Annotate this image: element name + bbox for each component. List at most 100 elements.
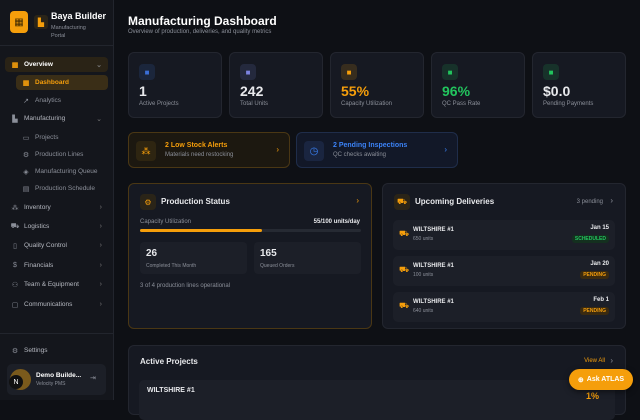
sidebar-item-quality-control[interactable]: ▯ Quality Control ›	[5, 238, 108, 253]
gear-icon: ⚙	[22, 151, 30, 159]
chevron-right-icon[interactable]: ›	[356, 196, 359, 205]
stat-card: ■ 1 Active Projects	[128, 52, 222, 118]
stat-card: ■ 55% Capacity Utilization	[330, 52, 424, 118]
card-title: Production Status	[161, 197, 230, 206]
truck-icon: ⛟	[10, 223, 20, 230]
alert-title: 2 Pending Inspections	[333, 142, 408, 149]
sidebar-item-communications[interactable]: ▢ Communications ›	[11, 301, 102, 309]
chevron-right-icon: ›	[444, 145, 447, 154]
stat-value: 242	[240, 83, 264, 99]
stat-icon: ■	[240, 64, 256, 80]
box-icon: ◈	[23, 168, 29, 176]
stat-card: ■ 242 Total Units	[229, 52, 323, 118]
users-icon: ⚇	[11, 281, 19, 289]
user-card[interactable]: N Demo Builde... Velocity PMS ⇥	[7, 364, 106, 395]
trend-icon: ↗	[23, 97, 29, 105]
project-row[interactable]: WILTSHIRE #1 1%	[139, 380, 615, 420]
delivery-row[interactable]: ⛟ WILTSHIRE #1 100 units Jan 20 PENDING	[393, 256, 615, 286]
stat-icon: ■	[543, 64, 559, 80]
truck-icon: ⛟	[394, 194, 410, 210]
view-all-link[interactable]: View All	[584, 358, 605, 364]
active-projects-card: Active Projects View All › WILTSHIRE #1 …	[128, 345, 626, 420]
stat-card: ■ $0.0 Pending Payments	[532, 52, 626, 118]
sidebar-item-logistics[interactable]: ⛟ Logistics ›	[10, 223, 102, 230]
boxes-icon: ⁂	[136, 141, 156, 161]
stat-label: Pending Payments	[543, 101, 594, 107]
delivery-row[interactable]: ⛟ WILTSHIRE #1 650 units Jan 15 SCHEDULE…	[393, 220, 615, 250]
app-logo: ▦	[10, 11, 28, 33]
alert-desc: QC checks awaiting	[333, 152, 387, 158]
sidebar-item-manufacturing-queue[interactable]: ◈ Manufacturing Queue	[16, 164, 108, 179]
stat-value: $0.0	[543, 83, 571, 99]
stat-value: 55%	[341, 83, 370, 99]
settings-link[interactable]: ⚙ Settings	[11, 347, 48, 355]
gear-icon: ⚙	[140, 194, 156, 210]
sidebar-item-production-lines[interactable]: ⚙ Production Lines	[22, 151, 84, 159]
stat-label: Active Projects	[139, 101, 179, 107]
sidebar-item-production-schedule[interactable]: ▤ Production Schedule	[22, 185, 95, 193]
stat-card: ■ 96% QC Pass Rate	[431, 52, 525, 118]
sidebar-item-analytics[interactable]: ↗ Analytics	[16, 93, 108, 108]
alert-desc: Materials need restocking	[165, 152, 234, 158]
logout-icon[interactable]: ⇥	[90, 375, 96, 382]
lines-status: 3 of 4 production lines operational	[140, 283, 231, 289]
stat-value: 1	[139, 83, 147, 99]
upcoming-deliveries-card: ⛟ Upcoming Deliveries 3 pending › ⛟ WILT…	[382, 183, 626, 329]
stat-label: Total Units	[240, 101, 269, 107]
sidebar-item-dashboard[interactable]: ▦ Dashboard	[16, 75, 108, 90]
chevron-down-icon: ⌄	[96, 115, 102, 123]
grid-icon: ▦	[22, 79, 30, 87]
card-title: Upcoming Deliveries	[415, 197, 495, 206]
truck-icon: ⛟	[399, 301, 410, 310]
stat-label: QC Pass Rate	[442, 101, 481, 107]
chevron-right-icon: ›	[99, 223, 102, 230]
stat-value: 96%	[442, 83, 471, 99]
folder-icon: ▭	[22, 134, 30, 142]
chat-icon: ▢	[11, 301, 19, 309]
clock-icon: ◷	[304, 141, 324, 161]
dollar-icon: $	[13, 262, 17, 269]
card-title: Active Projects	[140, 357, 198, 366]
stat-icon: ■	[139, 64, 155, 80]
ask-atlas-button[interactable]: ⊕ Ask ATLAS	[569, 369, 633, 390]
status-badge: PENDING	[580, 271, 609, 279]
sidebar: ▦ ▙ Baya Builder Manufacturing Portal ▦ O…	[0, 0, 114, 400]
sidebar-item-projects[interactable]: ▭ Projects	[22, 134, 59, 142]
capacity-value: 55/100 units/day	[313, 219, 360, 225]
low-stock-alert[interactable]: ⁂ 2 Low Stock Alerts Materials need rest…	[128, 132, 290, 168]
chevron-right-icon: ›	[99, 242, 102, 249]
calendar-icon: ▤	[22, 185, 30, 193]
alert-title: 2 Low Stock Alerts	[165, 142, 228, 149]
brand-name: Baya Builder	[51, 11, 107, 21]
truck-icon: ⛟	[399, 265, 410, 274]
user-name: Demo Builde...	[36, 372, 82, 379]
delivery-row[interactable]: ⛟ WILTSHIRE #1 640 units Feb 1 PENDING	[393, 292, 615, 322]
sidebar-item-financials[interactable]: $ Financials ›	[5, 258, 108, 273]
stat-label: Capacity Utilization	[341, 101, 393, 107]
capacity-progress-bar	[140, 229, 361, 232]
sidebar-item-team-equipment[interactable]: ⚇ Team & Equipment ›	[11, 281, 102, 289]
factory-icon: ▙	[34, 15, 48, 29]
chevron-right-icon[interactable]: ›	[610, 196, 613, 205]
stat-icon: ■	[442, 64, 458, 80]
completed-stat: 26 Completed This Month	[140, 242, 247, 274]
factory-icon: ▙	[12, 115, 18, 123]
pending-inspections-alert[interactable]: ◷ 2 Pending Inspections QC checks awaiti…	[296, 132, 458, 168]
chevron-right-icon: ›	[99, 301, 102, 308]
grid-icon: ▦	[11, 61, 19, 69]
avatar-badge: N	[9, 375, 23, 389]
chevron-right-icon: ›	[99, 204, 102, 211]
clipboard-icon: ▯	[13, 242, 17, 250]
page-title: Manufacturing Dashboard	[128, 14, 277, 28]
chevron-right-icon: ›	[276, 145, 279, 154]
sidebar-item-manufacturing[interactable]: ▙ Manufacturing ⌄	[5, 111, 108, 126]
status-badge: SCHEDULED	[571, 235, 609, 243]
user-org: Velocity PMS	[36, 381, 66, 387]
page-subtitle: Overview of production, deliveries, and …	[128, 29, 272, 35]
truck-icon: ⛟	[399, 229, 410, 238]
sidebar-item-overview[interactable]: ▦ Overview ⌄	[5, 57, 108, 72]
deliveries-count: 3 pending	[576, 199, 603, 205]
capacity-label: Capacity Utilization	[140, 219, 192, 225]
chevron-down-icon: ⌄	[96, 61, 102, 69]
sidebar-item-inventory[interactable]: ⁂ Inventory ›	[11, 204, 103, 212]
